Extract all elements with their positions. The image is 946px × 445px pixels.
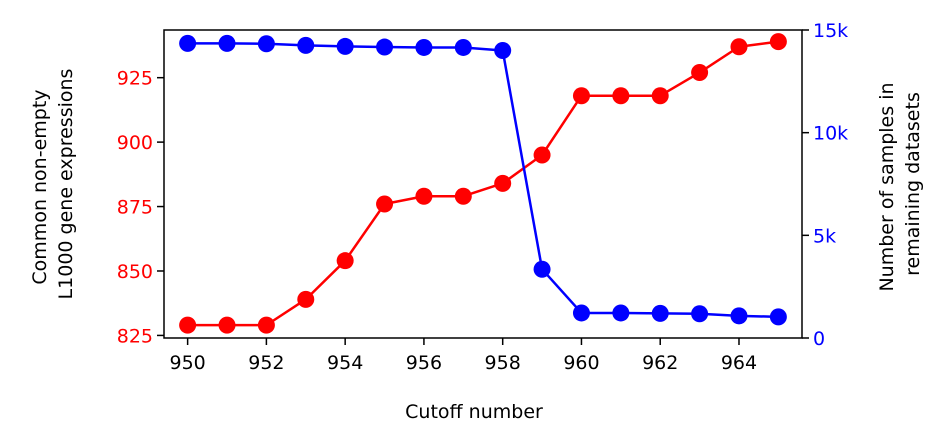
data-point <box>415 187 433 205</box>
right-axis-label-line-2: remaining datasets <box>902 92 924 276</box>
series-line <box>187 40 779 327</box>
x-tick-label: 950 <box>169 352 205 374</box>
left-axis-label-line-1: Common non-empty <box>29 89 51 284</box>
left-y-tick-label: 925 <box>117 68 153 90</box>
data-point <box>494 42 512 60</box>
data-point <box>218 316 236 334</box>
left-y-axis: 825 850 875 900 925 <box>117 68 164 347</box>
right-axis-label-line-1: Number of samples in <box>876 82 898 291</box>
right-y-tick-label: 10k <box>813 123 848 145</box>
series-left-axis <box>179 33 787 334</box>
left-axis-label-line-2: L1000 gene expressions <box>55 69 77 300</box>
data-point <box>691 305 709 323</box>
data-point <box>651 87 669 105</box>
right-y-tick-label: 0 <box>813 328 825 350</box>
data-point <box>612 304 630 322</box>
x-axis-label: Cutoff number <box>405 401 543 423</box>
series-line <box>187 42 779 319</box>
data-point <box>454 187 472 205</box>
plot-frame <box>163 29 803 339</box>
data-point <box>376 38 394 56</box>
data-point <box>257 316 275 334</box>
data-point <box>533 146 551 164</box>
data-point <box>651 304 669 322</box>
plot-border <box>163 29 803 339</box>
data-point <box>179 34 197 52</box>
data-point <box>218 34 236 52</box>
right-y-tick-label: 5k <box>813 225 836 247</box>
x-tick-label: 958 <box>485 352 521 374</box>
data-point <box>257 35 275 53</box>
data-point <box>297 290 315 308</box>
left-y-tick-label: 875 <box>117 197 153 219</box>
data-point <box>336 37 354 55</box>
data-point <box>376 195 394 213</box>
right-y-tick-label: 15k <box>813 20 848 42</box>
left-y-tick-label: 900 <box>117 132 153 154</box>
data-point <box>179 316 197 334</box>
left-y-tick-label: 825 <box>117 325 153 347</box>
data-point <box>415 38 433 56</box>
left-y-tick-label: 850 <box>117 261 153 283</box>
data-point <box>533 260 551 278</box>
data-point <box>730 38 748 56</box>
data-point <box>297 36 315 54</box>
series-layer <box>179 33 787 334</box>
data-point <box>454 38 472 56</box>
x-tick-label: 960 <box>563 352 599 374</box>
x-tick-label: 962 <box>642 352 678 374</box>
data-point <box>494 174 512 192</box>
x-axis: 950 952 954 956 958 960 962 964 <box>169 338 757 374</box>
data-point <box>769 308 787 326</box>
data-point <box>572 87 590 105</box>
series-right-axis <box>179 34 787 326</box>
right-y-axis: 0 5k 10k 15k <box>802 20 848 350</box>
x-tick-label: 954 <box>327 352 363 374</box>
data-point <box>336 252 354 270</box>
data-point <box>612 87 630 105</box>
data-point <box>769 33 787 51</box>
right-axis-label: Number of samples in remaining datasets <box>876 76 924 291</box>
x-tick-label: 952 <box>248 352 284 374</box>
data-point <box>691 64 709 82</box>
data-point <box>730 307 748 325</box>
x-tick-label: 956 <box>406 352 442 374</box>
left-axis-label: Common non-empty L1000 gene expressions <box>29 69 77 300</box>
data-point <box>572 304 590 322</box>
x-tick-label: 964 <box>721 352 757 374</box>
